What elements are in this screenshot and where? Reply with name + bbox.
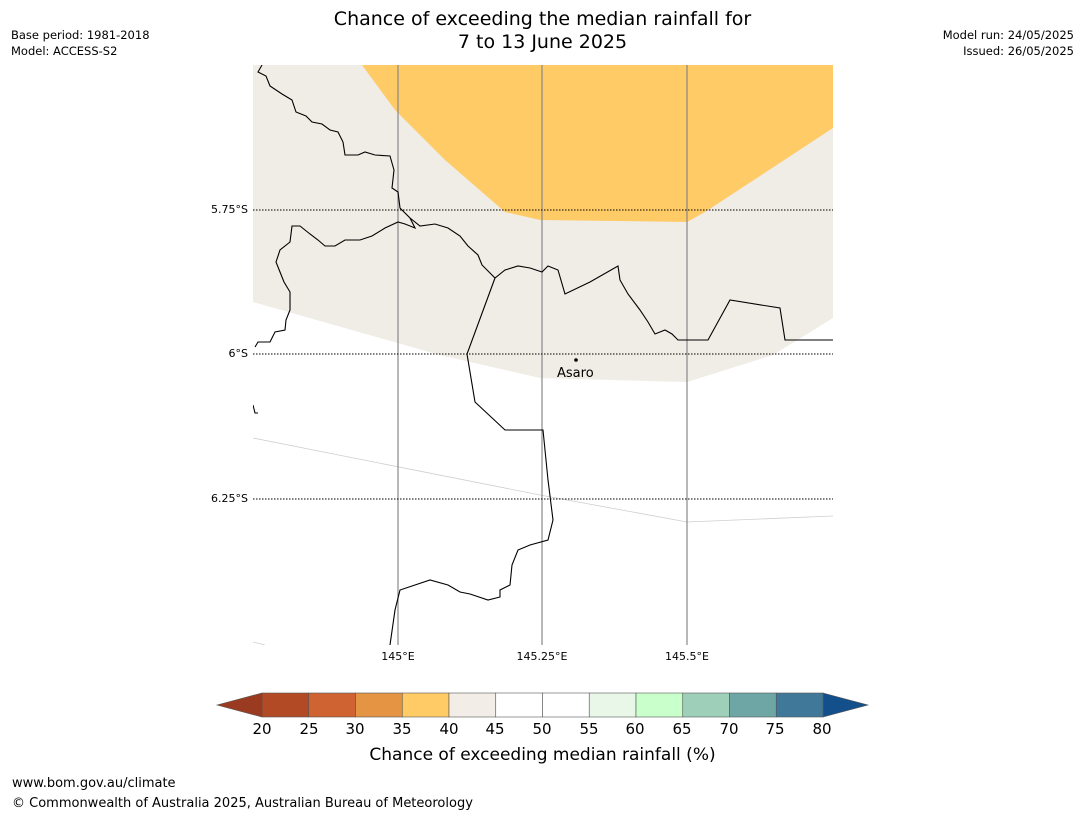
lat-label: 6.25°S (211, 492, 248, 505)
model-run: Model run: 24/05/2025 (942, 28, 1074, 42)
colorbar-tick: 65 (672, 720, 692, 738)
asaro-marker (574, 358, 578, 362)
colorbar-cell (775, 692, 824, 718)
colorbar-cell (682, 692, 730, 718)
lon-label: 145.5°E (665, 650, 709, 663)
place-label: Asaro (557, 366, 594, 381)
issued-date: Issued: 26/05/2025 (963, 44, 1074, 58)
footer-url[interactable]: www.bom.gov.au/climate (12, 776, 176, 791)
colorbar-tick: 55 (579, 720, 599, 738)
colorbar-cell (729, 692, 777, 718)
colorbar-cell (308, 692, 356, 718)
colorbar-cell (495, 692, 543, 718)
boundary-line (253, 404, 258, 414)
boundary-line (389, 277, 554, 645)
colorbar-tick: 35 (392, 720, 412, 738)
map-area (253, 65, 833, 645)
colorbar-tick: 30 (345, 720, 365, 738)
colorbar-cell (588, 692, 637, 718)
lon-label: 145°E (381, 650, 415, 663)
meta-right: Model run: 24/05/2025 Issued: 26/05/2025 (943, 27, 1074, 59)
colorbar-cell (635, 692, 684, 718)
map-title: Chance of exceeding the median rainfall … (0, 8, 1085, 54)
footer-copyright: © Commonwealth of Australia 2025, Austra… (12, 796, 473, 811)
colorbar-tick: 20 (252, 720, 272, 738)
boundary-line (254, 65, 417, 348)
colorbar-over-arrow (822, 692, 870, 718)
colorbar-tick: 70 (719, 720, 739, 738)
contour-line (253, 641, 266, 645)
colorbar-tick: 60 (625, 720, 645, 738)
model-name: Model: ACCESS-S2 (11, 44, 118, 58)
lat-label: 5.75°S (211, 203, 248, 216)
lat-label: 6°S (228, 347, 248, 360)
lon-label: 145.25°E (516, 650, 568, 663)
map-title-line1: Chance of exceeding the median rainfall … (333, 8, 752, 30)
colorbar-cell (401, 692, 450, 718)
contour-line (253, 437, 833, 523)
colorbar-tick: 40 (439, 720, 459, 738)
colorbar-tick: 25 (299, 720, 319, 738)
colorbar-cell (542, 692, 590, 718)
colorbar-tick: 45 (485, 720, 505, 738)
base-period: Base period: 1981-2018 (11, 28, 150, 42)
colorbar-cell (448, 692, 497, 718)
colorbar-under-arrow (215, 692, 263, 718)
colorbar-tick: 50 (532, 720, 552, 738)
map-title-line2: 7 to 13 June 2025 (457, 31, 628, 53)
region-35-40 (362, 65, 833, 222)
colorbar-label: Chance of exceeding median rainfall (%) (369, 745, 716, 765)
colorbar-cell (355, 692, 403, 718)
meta-left: Base period: 1981-2018 Model: ACCESS-S2 (11, 27, 150, 59)
colorbar-cell (261, 692, 310, 718)
boundary-line (409, 217, 833, 341)
colorbar-tick: 75 (765, 720, 785, 738)
colorbar-tick: 80 (812, 720, 832, 738)
